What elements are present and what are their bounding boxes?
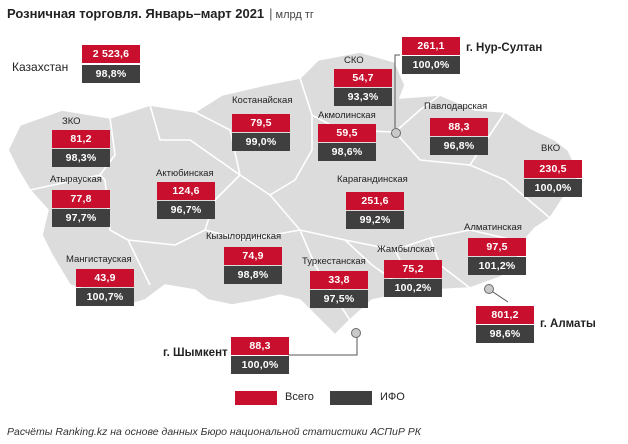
region-ifo-shymkent: 100,0% (231, 356, 289, 374)
region-ifo-turkestan: 97,5% (310, 290, 368, 308)
region-total-kyzylorda: 74,9 (224, 247, 282, 265)
region-label-zhambyl: Жамбылская (377, 244, 435, 255)
region-label-kyzylorda: Кызылординская (206, 231, 282, 242)
nur-sultan-marker (391, 128, 401, 138)
unit-label: млрд тг (275, 9, 314, 21)
region-label-shymkent: г. Шымкент (163, 347, 228, 359)
region-label-pavlodar: Павлодарская (424, 101, 488, 112)
region-ifo-atyrau: 97,7% (52, 209, 110, 227)
region-label-kostanay: Костанайская (232, 95, 293, 106)
region-label-zko: ЗКО (62, 116, 81, 127)
region-label-sko: СКО (344, 55, 364, 66)
shymkent-marker (351, 328, 361, 338)
map-title: Розничная торговля. Январь–март 2021 | млр… (7, 6, 314, 21)
region-ifo-aktobe: 96,7% (157, 201, 215, 219)
legend-ifo-label: ИФО (380, 391, 405, 403)
region-total-almaty-obl: 97,5 (468, 238, 526, 256)
region-ifo-kyzylorda: 98,8% (224, 266, 282, 284)
region-ifo-kostanay: 99,0% (232, 133, 290, 151)
source-note: Расчёты Ranking.kz на основе данных Бюро… (7, 426, 421, 438)
kazakhstan-ifo: 98,8% (82, 65, 140, 83)
legend-ifo-swatch (330, 391, 372, 405)
kazakhstan-total: 2 523,6 (82, 45, 140, 63)
region-total-zhambyl: 75,2 (384, 260, 442, 278)
almaty-marker (484, 284, 494, 294)
legend-total-label: Всего (285, 391, 314, 403)
region-total-pavlodar: 88,3 (430, 118, 488, 136)
legend-total-swatch (235, 391, 277, 405)
region-total-sko: 54,7 (334, 69, 392, 87)
region-total-akmola: 59,5 (318, 124, 376, 142)
connector-nur-sultan (394, 54, 400, 128)
region-label-nur-sultan: г. Нур-Султан (466, 42, 543, 54)
region-ifo-vko: 100,0% (524, 179, 582, 197)
region-ifo-nur-sultan: 100,0% (402, 56, 460, 74)
region-label-akmola: Акмолинская (318, 110, 376, 121)
region-label-mangystau: Мангистауская (66, 254, 132, 265)
region-label-turkestan: Туркестанская (302, 256, 366, 267)
region-ifo-mangystau: 100,7% (76, 288, 134, 306)
region-total-vko: 230,5 (524, 160, 582, 178)
title-text: Розничная торговля. Январь–март 2021 (7, 6, 265, 21)
region-label-aktobe: Актюбинская (156, 168, 214, 179)
region-label-vko: ВКО (541, 143, 561, 154)
region-total-atyrau: 77,8 (52, 190, 110, 208)
region-ifo-almaty: 98,6% (476, 325, 534, 343)
kazakhstan-label: Казахстан (12, 60, 69, 74)
region-ifo-akmola: 98,6% (318, 143, 376, 161)
region-ifo-pavlodar: 96,8% (430, 137, 488, 155)
region-total-shymkent: 88,3 (231, 337, 289, 355)
title-separator: | (269, 6, 273, 21)
region-total-kostanay: 79,5 (232, 114, 290, 132)
region-total-karaganda: 251,6 (346, 192, 404, 210)
region-label-atyrau: Атырауская (50, 174, 102, 185)
region-ifo-almaty-obl: 101,2% (468, 257, 526, 275)
region-total-mangystau: 43,9 (76, 269, 134, 287)
region-label-almaty: г. Алматы (540, 318, 596, 330)
connector-shymkent (288, 333, 358, 356)
region-ifo-sko: 93,3% (334, 88, 392, 106)
region-ifo-zhambyl: 100,2% (384, 279, 442, 297)
region-total-aktobe: 124,6 (157, 182, 215, 200)
region-label-karaganda: Карагандинская (337, 174, 408, 185)
region-total-zko: 81,2 (52, 130, 110, 148)
region-ifo-karaganda: 99,2% (346, 211, 404, 229)
region-total-nur-sultan: 261,1 (402, 37, 460, 55)
region-total-turkestan: 33,8 (310, 271, 368, 289)
region-total-almaty: 801,2 (476, 306, 534, 324)
region-ifo-zko: 98,3% (52, 149, 110, 167)
region-label-almaty-obl: Алматинская (464, 222, 522, 233)
